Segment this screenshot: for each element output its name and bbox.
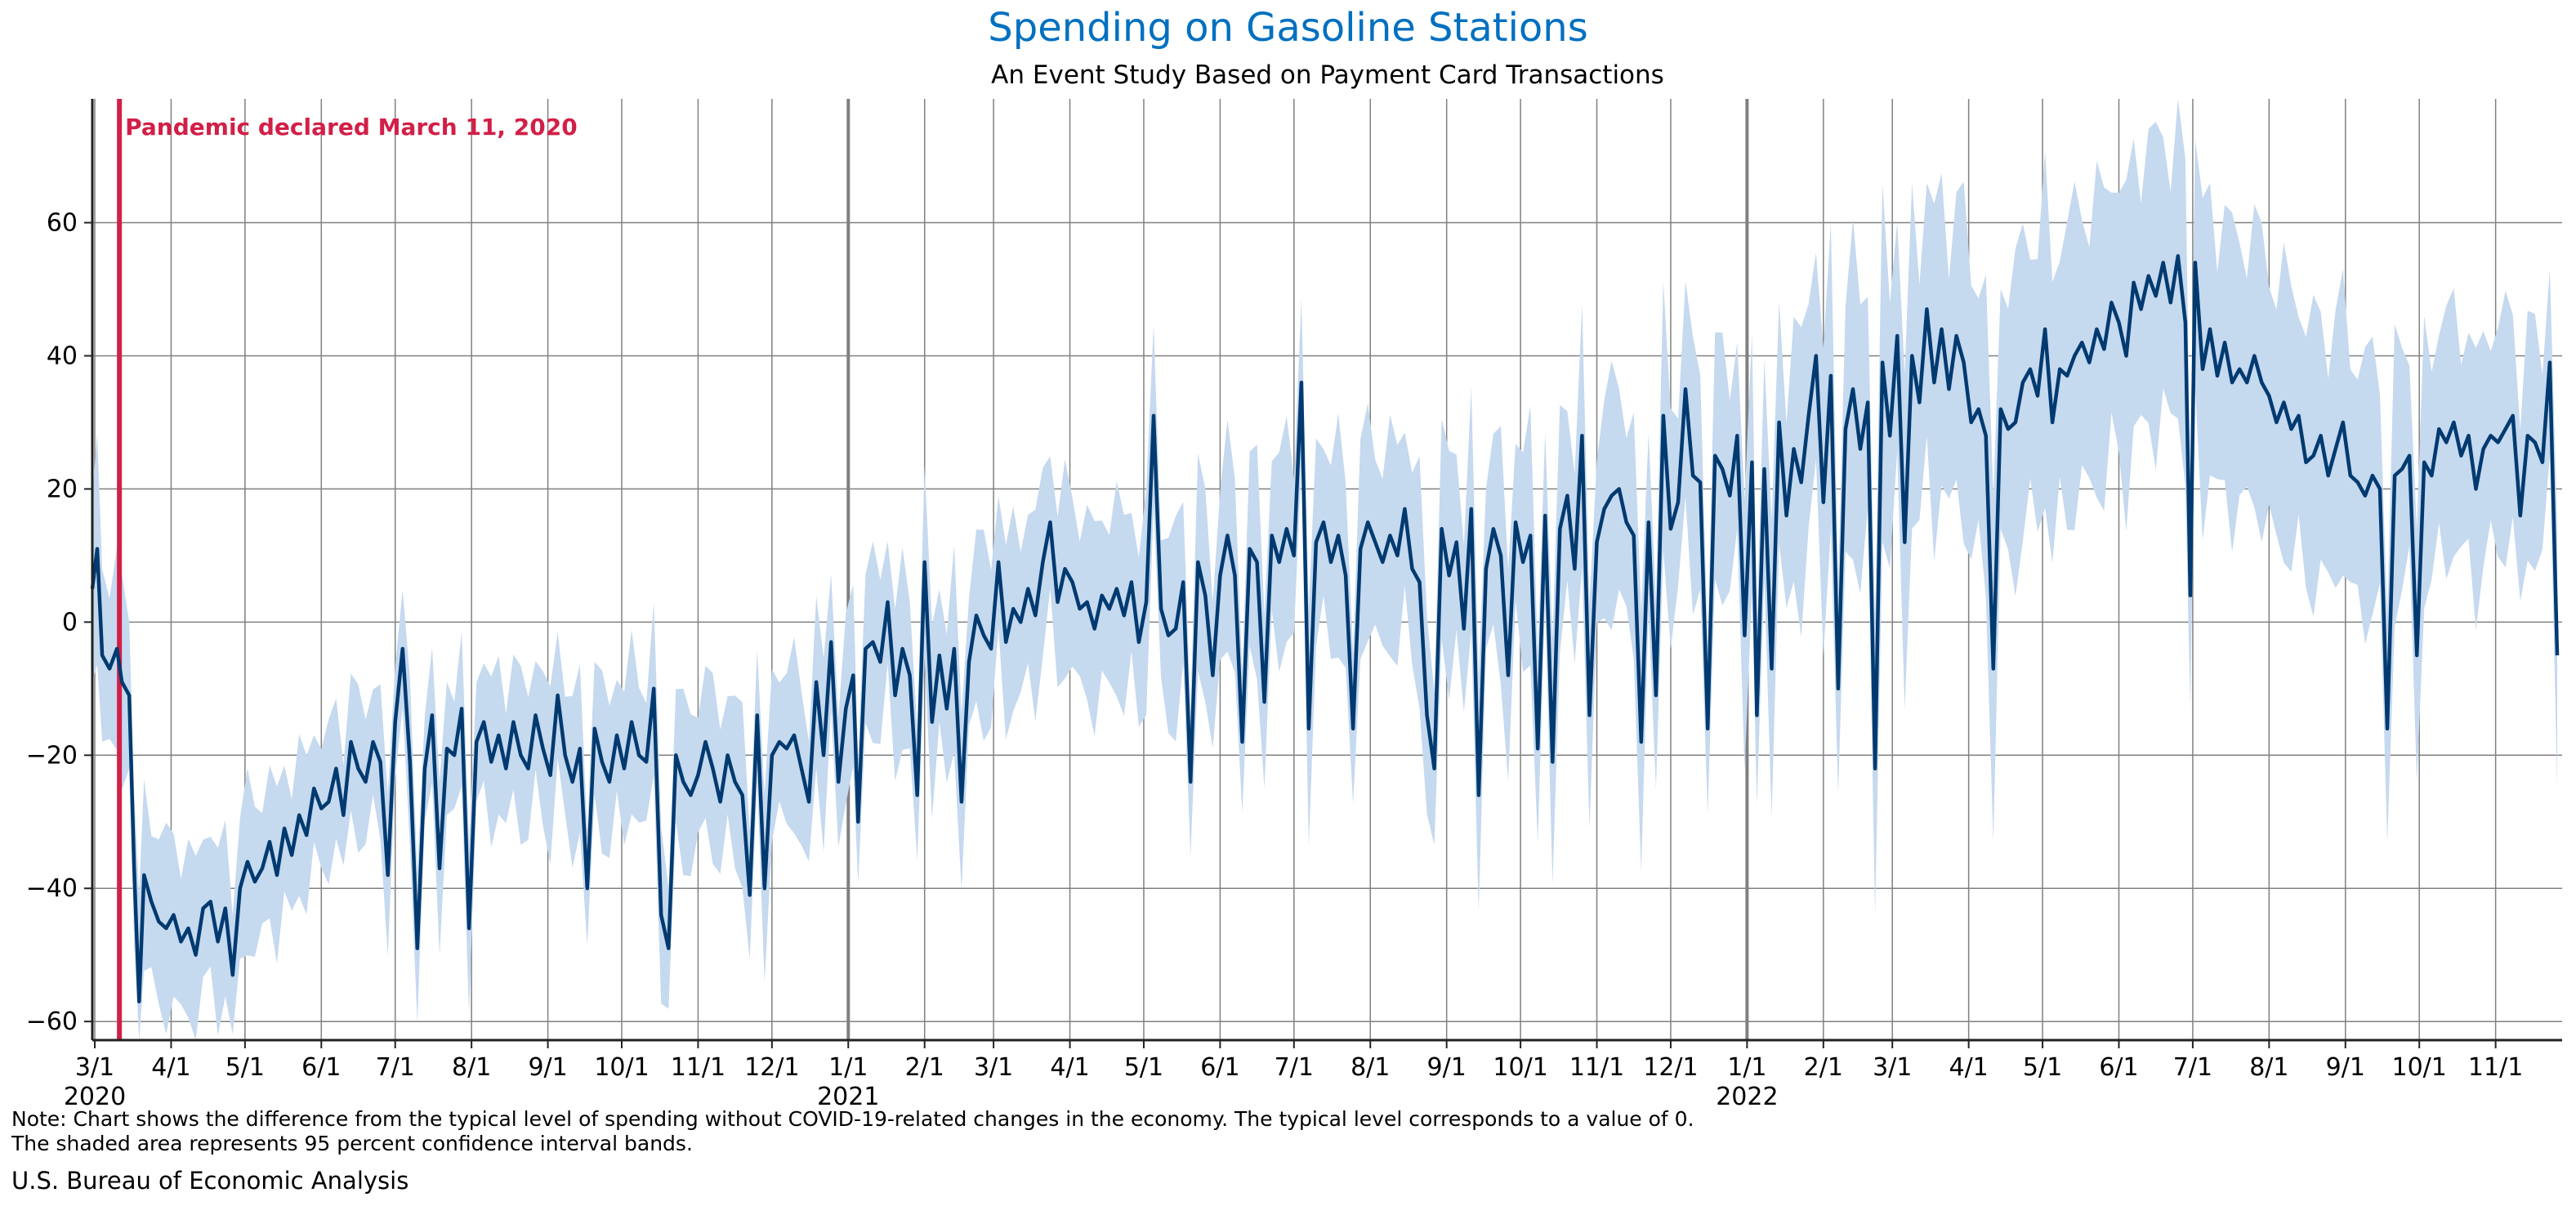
series-line-layer <box>90 254 2560 1003</box>
x-tick-label: 7/1 <box>2173 1053 2212 1082</box>
source-label: U.S. Bureau of Economic Analysis <box>11 1167 409 1195</box>
x-tick-label: 9/1 <box>528 1053 567 1082</box>
x-tick-label: 12/1 <box>744 1053 799 1082</box>
y-tick-label: 0 <box>62 608 78 636</box>
chart-subtitle: An Event Study Based on Payment Card Tra… <box>991 60 1664 90</box>
x-tick-label: 9/1 <box>1427 1053 1467 1082</box>
x-tick-label: 10/1 <box>2392 1053 2447 1082</box>
chart-note-line-2: The shaded area represents 95 percent co… <box>11 1132 693 1155</box>
x-tick-label: 11/1 <box>2468 1053 2523 1082</box>
chart-note-line-1: Note: Chart shows the difference from th… <box>11 1107 1694 1131</box>
x-tick-label: 4/1 <box>151 1053 190 1082</box>
confidence-band-layer <box>92 99 2557 1040</box>
x-tick-label: 8/1 <box>1351 1053 1390 1082</box>
x-tick-label: 2/1 <box>905 1053 944 1082</box>
event-layer: Pandemic declared March 11, 2020 <box>117 99 578 1040</box>
x-tick-label: 6/1 <box>301 1053 341 1082</box>
x-year-label: 2022 <box>1716 1083 1778 1111</box>
x-tick-label: 7/1 <box>376 1053 415 1082</box>
x-tick-label: 1/1 <box>1727 1053 1766 1082</box>
y-tick-label: −40 <box>26 874 78 903</box>
y-tick-label: 20 <box>47 475 78 503</box>
x-tick-label: 6/1 <box>2099 1053 2138 1082</box>
x-tick-label: 3/1 <box>1873 1053 1912 1082</box>
x-tick-label: 6/1 <box>1200 1053 1239 1082</box>
x-tick-label: 1/1 <box>828 1053 868 1082</box>
x-tick-label: 4/1 <box>1050 1053 1089 1082</box>
series-line-estimate <box>90 254 2560 1003</box>
x-tick-label: 12/1 <box>1643 1053 1698 1082</box>
x-year-label: 2021 <box>817 1083 879 1111</box>
confidence-band <box>92 99 2557 1040</box>
x-tick-label: 11/1 <box>671 1053 725 1082</box>
x-tick-label: 2/1 <box>1804 1053 1843 1082</box>
y-tick-label: 60 <box>47 209 78 238</box>
x-tick-label: 10/1 <box>594 1053 649 1082</box>
y-tick-label: −20 <box>26 741 78 770</box>
x-tick-label: 11/1 <box>1569 1053 1624 1082</box>
x-tick-label: 10/1 <box>1493 1053 1547 1082</box>
x-tick-label: 3/1 <box>75 1053 114 1082</box>
x-tick-label: 5/1 <box>1124 1053 1163 1082</box>
x-tick-label: 9/1 <box>2326 1053 2365 1082</box>
x-tick-label: 5/1 <box>2023 1053 2062 1082</box>
y-tick-label: −60 <box>26 1007 78 1036</box>
x-tick-label: 8/1 <box>452 1053 491 1082</box>
x-tick-label: 5/1 <box>225 1053 265 1082</box>
x-tick-label: 7/1 <box>1275 1053 1314 1082</box>
y-tick-label: 40 <box>47 342 78 370</box>
chart-title: Spending on Gasoline Stations <box>988 5 1588 51</box>
x-year-label: 2020 <box>64 1083 126 1111</box>
x-tick-label: 8/1 <box>2249 1053 2288 1082</box>
x-tick-label: 4/1 <box>1949 1053 1988 1082</box>
x-tick-label: 3/1 <box>974 1053 1013 1082</box>
pandemic-event-label: Pandemic declared March 11, 2020 <box>125 114 578 141</box>
